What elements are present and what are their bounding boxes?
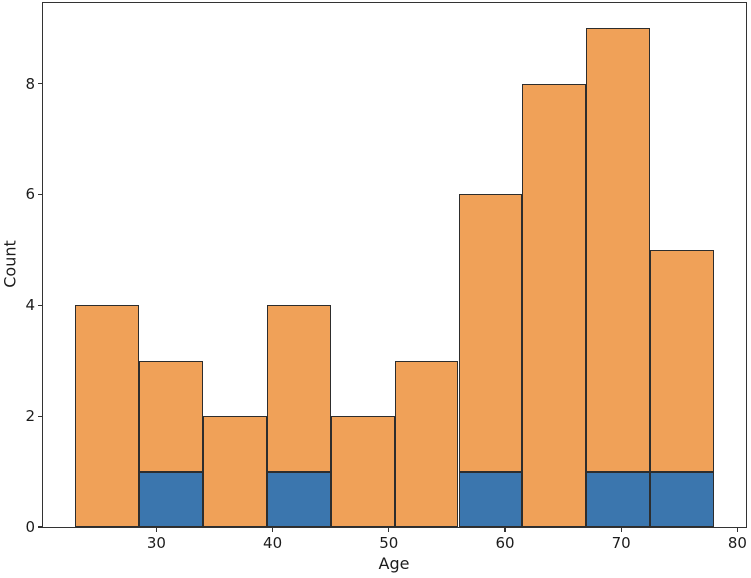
y-tick-mark xyxy=(37,304,43,306)
histogram-bar-segment xyxy=(522,83,587,528)
x-tick-mark xyxy=(620,527,622,533)
y-tick-label: 4 xyxy=(25,296,35,315)
y-axis-label: Count xyxy=(0,240,20,288)
histogram-bar-segment xyxy=(650,249,715,472)
x-tick-label: 50 xyxy=(379,534,399,553)
y-tick-label: 8 xyxy=(25,74,35,93)
x-tick-mark xyxy=(504,527,506,533)
y-tick-mark xyxy=(37,526,43,528)
histogram-bar-segment xyxy=(586,471,651,528)
y-tick-label: 6 xyxy=(25,185,35,204)
histogram-bar-segment xyxy=(394,360,459,528)
x-tick-label: 30 xyxy=(146,534,166,553)
y-tick-mark xyxy=(37,415,43,417)
histogram-bar-segment xyxy=(650,471,715,528)
histogram-bar-segment xyxy=(75,305,139,528)
x-tick-label: 70 xyxy=(611,534,631,553)
x-tick-mark xyxy=(388,527,390,533)
x-tick-label: 40 xyxy=(263,534,283,553)
histogram-bar-segment xyxy=(266,305,331,472)
x-tick-mark xyxy=(271,527,274,533)
histogram-bar-segment xyxy=(266,471,331,528)
x-tick-mark xyxy=(736,527,739,533)
histogram-bar-segment xyxy=(330,416,395,528)
y-tick-mark xyxy=(37,193,43,196)
y-tick-label: 0 xyxy=(25,518,35,537)
x-tick-mark xyxy=(155,527,158,533)
histogram-bar-segment xyxy=(458,194,523,472)
x-axis-label: Age xyxy=(378,554,410,573)
x-tick-label: 60 xyxy=(495,534,515,553)
histogram-bar-segment xyxy=(586,28,651,472)
y-tick-label: 2 xyxy=(25,407,35,426)
histogram-bar-segment xyxy=(139,360,203,472)
y-tick-mark xyxy=(37,82,43,85)
histogram-bar-segment xyxy=(202,416,267,528)
histogram-bar-segment xyxy=(139,471,203,528)
histogram-bar-segment xyxy=(458,471,523,528)
x-tick-label: 80 xyxy=(727,534,747,553)
